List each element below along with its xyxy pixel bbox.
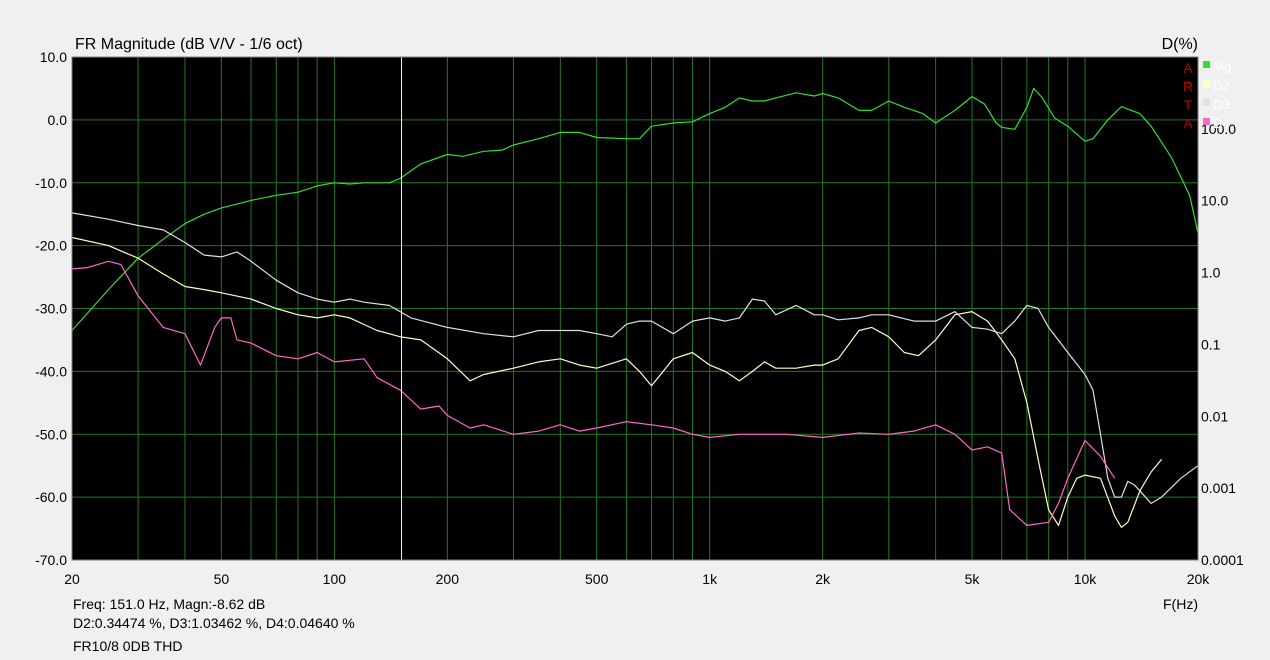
- y-left-tick-label: -10.0: [35, 175, 67, 191]
- x-tick-label: 20: [64, 571, 80, 587]
- x-tick-label: 500: [585, 571, 609, 587]
- x-tick-label: 5k: [965, 571, 981, 587]
- legend-label-d2: D2: [1213, 78, 1230, 93]
- arta-logo-letter: A: [1183, 60, 1193, 76]
- series-line-mg: [71, 87, 1199, 331]
- readout-freq-magn: Freq: 151.0 Hz, Magn:-8.62 dB: [73, 596, 265, 612]
- x-tick-label: 1k: [702, 571, 718, 587]
- grid: [71, 56, 1199, 561]
- legend: Mg D2 D3 D4: [1203, 59, 1231, 131]
- legend-swatch-d2: [1203, 80, 1210, 87]
- y-right-tick-label: 0.01: [1201, 408, 1228, 424]
- legend-swatch-d4: [1203, 118, 1210, 125]
- y-left-tick-label: -20.0: [35, 238, 67, 254]
- series-line-d3: [71, 212, 1199, 504]
- y-right-tick-label: 0.0001: [1201, 552, 1244, 568]
- x-tick-label: 200: [436, 571, 460, 587]
- plot-frame: [71, 56, 1199, 561]
- x-tick-label: 10k: [1074, 571, 1098, 587]
- readout-measurement-name: FR10/8 0DB THD: [73, 638, 182, 654]
- legend-label-d4: D4: [1213, 116, 1230, 131]
- y-right-tick-label: 0.001: [1201, 480, 1236, 496]
- readout-distortion: D2:0.34474 %, D3:1.03462 %, D4:0.04640 %: [73, 615, 355, 631]
- arta-logo-letter: T: [1184, 97, 1193, 113]
- x-tick-label: 50: [214, 571, 230, 587]
- x-axis-label: F(Hz): [1163, 596, 1198, 612]
- y-left-tick-label: -50.0: [35, 426, 67, 442]
- y-left-axis-ticks: 10.0 0.0 -10.0 -20.0 -30.0 -40.0 -50.0 -60.0 -70…: [35, 49, 67, 568]
- y-right-tick-label: 10.0: [1201, 193, 1228, 209]
- y-left-tick-label: 10.0: [40, 49, 67, 65]
- y-left-tick-label: -30.0: [35, 301, 67, 317]
- legend-label-d3: D3: [1213, 97, 1230, 112]
- x-tick-label: 100: [323, 571, 347, 587]
- y-left-tick-label: -70.0: [35, 552, 67, 568]
- legend-label-mg: Mg: [1213, 59, 1231, 74]
- y-left-tick-label: -60.0: [35, 489, 67, 505]
- x-tick-label: 2k: [815, 571, 831, 587]
- series-layer: [71, 87, 1199, 528]
- x-tick-label: 20k: [1187, 571, 1211, 587]
- series-line-d2: [71, 236, 1163, 528]
- arta-logo-letter: R: [1183, 79, 1193, 95]
- right-axis-label: D(%): [1162, 36, 1198, 53]
- chart-title: FR Magnitude (dB V/V - 1/6 oct): [75, 36, 303, 53]
- y-right-tick-label: 0.1: [1201, 336, 1221, 352]
- y-left-tick-label: 0.0: [48, 112, 68, 128]
- y-right-tick-label: 1.0: [1201, 265, 1221, 281]
- x-axis-ticks: 20 50 100 200 500 1k 2k 5k 10k 20k: [64, 571, 1210, 587]
- arta-logo-letter: A: [1183, 116, 1193, 132]
- legend-swatch-d3: [1203, 99, 1210, 106]
- legend-swatch-mg: [1203, 61, 1210, 68]
- series-line-d4: [71, 260, 1116, 527]
- y-left-tick-label: -40.0: [35, 363, 67, 379]
